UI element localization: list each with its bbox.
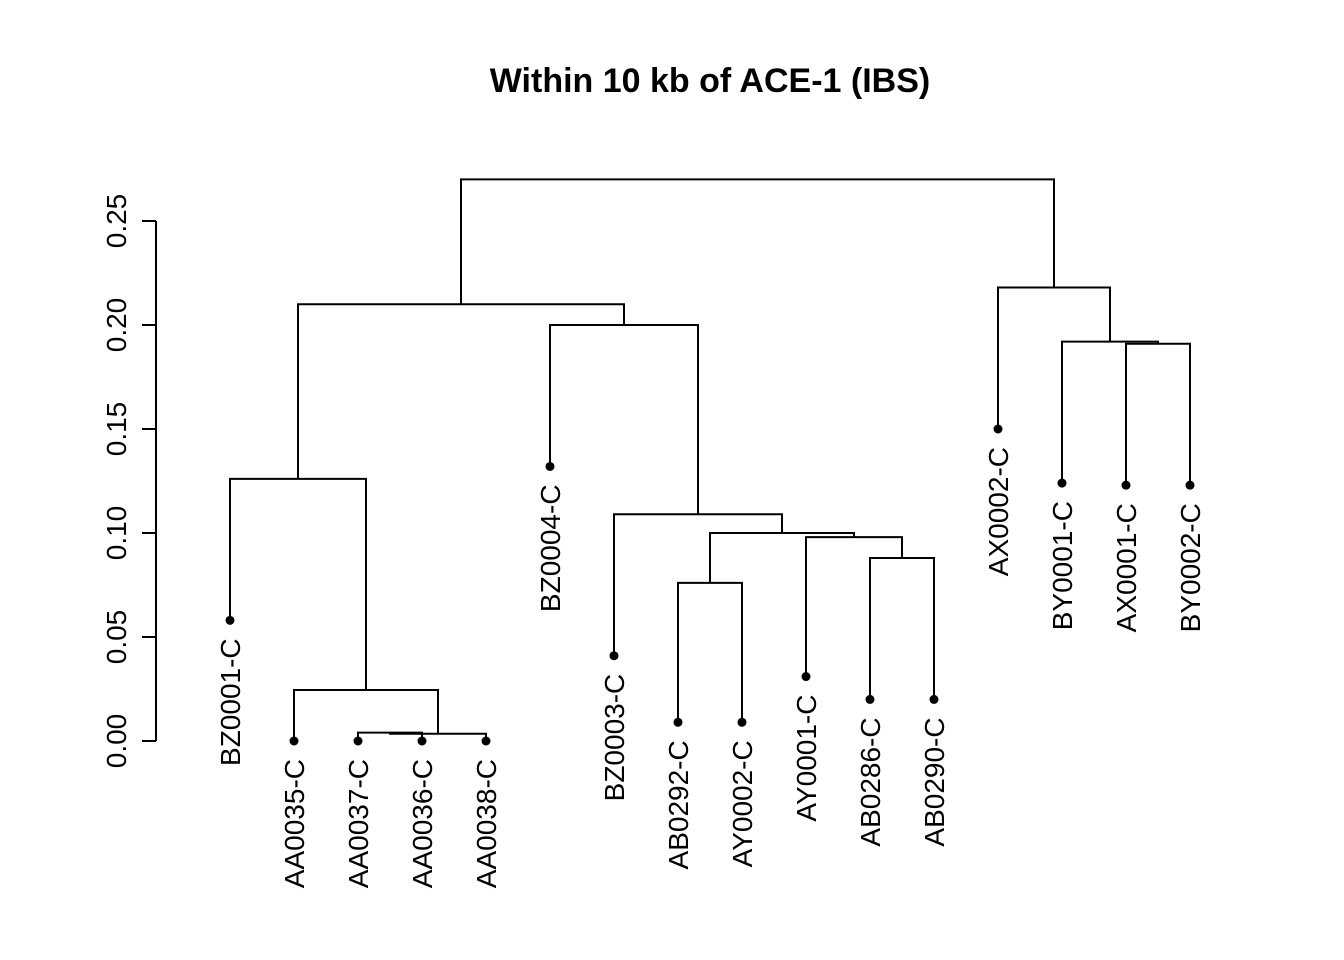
y-tick-label: 0.10 bbox=[101, 506, 132, 561]
leaf-point bbox=[417, 736, 427, 746]
dendrogram-leaves: BZ0001-C AA0035-C AA0037-C AA0036-C AA0038-C… bbox=[215, 424, 1206, 888]
leaf-label: AX0002-C bbox=[983, 447, 1014, 576]
leaf-point bbox=[353, 736, 363, 746]
leaf-point bbox=[929, 694, 939, 704]
leaf-label: AA0037-C bbox=[343, 759, 374, 888]
leaf-point bbox=[225, 615, 235, 625]
leaf-label: AA0035-C bbox=[279, 759, 310, 888]
dendrogram-branch bbox=[613, 513, 783, 656]
leaf-label: AB0292-C bbox=[663, 740, 694, 869]
leaf-label: BY0002-C bbox=[1175, 503, 1206, 632]
y-tick-label: 0.05 bbox=[101, 610, 132, 665]
dendrogram-branch bbox=[709, 532, 855, 583]
leaf-label: AB0290-C bbox=[919, 717, 950, 846]
leaf-point bbox=[801, 672, 811, 682]
leaf-label: AA0038-C bbox=[471, 759, 502, 888]
leaf-label: AY0001-C bbox=[791, 695, 822, 822]
y-tick-label: 0.20 bbox=[101, 298, 132, 353]
leaf-point bbox=[1057, 478, 1067, 488]
leaf-label: AB0286-C bbox=[855, 717, 886, 846]
dendrogram-branch bbox=[549, 324, 699, 515]
leaf-point bbox=[545, 461, 555, 471]
y-tick-label: 0.15 bbox=[101, 402, 132, 457]
leaf-label: AX0001-C bbox=[1111, 503, 1142, 632]
dendrogram-branch bbox=[1061, 340, 1159, 484]
dendrogram-branch bbox=[997, 286, 1111, 429]
dendrogram-branch bbox=[869, 556, 935, 700]
dendrogram-branch bbox=[297, 303, 625, 479]
y-axis: 0.00 0.05 0.10 0.15 0.20 0.25 bbox=[101, 194, 157, 769]
leaf-point bbox=[673, 717, 683, 727]
y-tick-label: 0.25 bbox=[101, 194, 132, 249]
leaf-point bbox=[289, 736, 299, 746]
dendrogram-branch bbox=[389, 732, 487, 741]
leaf-point bbox=[1185, 480, 1195, 490]
leaf-label: AY0002-C bbox=[727, 740, 758, 867]
leaf-label: BZ0003-C bbox=[599, 674, 630, 802]
dendrogram-branch bbox=[677, 581, 743, 723]
y-tick-label: 0.00 bbox=[101, 714, 132, 769]
leaf-point bbox=[865, 694, 875, 704]
leaf-label: BZ0001-C bbox=[215, 638, 246, 766]
leaf-point bbox=[1121, 480, 1131, 490]
leaf-point bbox=[737, 717, 747, 727]
leaf-label: BZ0004-C bbox=[535, 484, 566, 612]
leaf-label: AA0036-C bbox=[407, 759, 438, 888]
leaf-point bbox=[609, 651, 619, 661]
leaf-point bbox=[481, 736, 491, 746]
dendrogram-branch bbox=[1125, 342, 1191, 486]
dendrogram-branch bbox=[229, 477, 367, 691]
leaf-point bbox=[993, 424, 1003, 434]
leaf-label: BY0001-C bbox=[1047, 501, 1078, 630]
chart-title: Within 10 kb of ACE-1 (IBS) bbox=[490, 62, 930, 100]
dendrogram-branch bbox=[460, 178, 1055, 305]
dendrogram-branches bbox=[229, 178, 1191, 741]
